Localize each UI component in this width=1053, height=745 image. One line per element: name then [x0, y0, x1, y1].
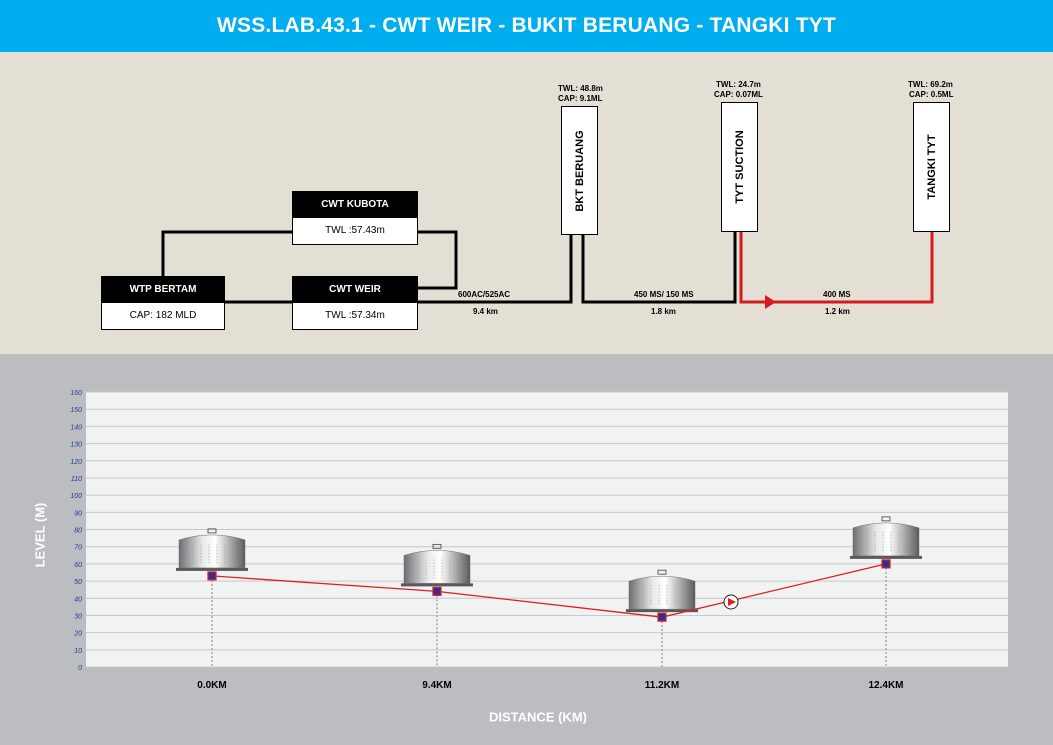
- bkt-twl: TWL: 48.8m: [558, 84, 603, 93]
- cwt-kubota-box: CWT KUBOTA TWL :57.43m: [292, 191, 418, 245]
- x-axis-title: DISTANCE (KM): [489, 709, 587, 725]
- tangki-tyt-twl: TWL: 69.2m: [908, 80, 953, 89]
- series-line: [211, 563, 887, 618]
- drop-lines: [211, 563, 887, 667]
- x-tick-label: 12.4KM: [868, 680, 903, 691]
- pipe-spec-3: 400 MS: [823, 290, 851, 299]
- tank-icon: [626, 569, 698, 613]
- y-tick-label: 120: [70, 459, 82, 466]
- pipe-pump-line: [739, 232, 934, 304]
- wtp-bertam-capacity: CAP: 182 MLD: [129, 310, 197, 321]
- tank-base: [176, 567, 248, 571]
- y-tick-label: 0: [78, 665, 82, 672]
- pipe-kubota-weir: [417, 230, 458, 290]
- x-tick-label: 11.2KM: [645, 680, 679, 691]
- cwt-kubota-name: CWT KUBOTA: [293, 192, 417, 218]
- tyt-suction-cap: CAP: 0.07ML: [714, 90, 763, 99]
- tank-icons: [176, 516, 922, 613]
- data-point: [881, 559, 891, 569]
- pipe-length-1: 9.4 km: [473, 307, 498, 316]
- y-tick-label: 60: [74, 562, 82, 569]
- tank-vent: [207, 528, 217, 534]
- tank-icon: [176, 528, 248, 571]
- tank-body: [628, 575, 696, 610]
- page-title: WSS.LAB.43.1 - CWT WEIR - BUKIT BERUANG …: [0, 0, 1053, 52]
- pipe-weir-bkt: [417, 235, 573, 304]
- tyt-suction-twl: TWL: 24.7m: [716, 80, 761, 89]
- y-tick-label: 90: [74, 510, 82, 517]
- tank-body: [178, 534, 246, 569]
- pipe-network: [161, 230, 934, 309]
- tangki-tyt-name: TANGKI TYT: [925, 134, 938, 200]
- y-tick-label: 130: [70, 442, 82, 449]
- y-tick-label: 80: [74, 528, 82, 535]
- pump-arrow: [728, 598, 736, 606]
- cwt-weir-box: CWT WEIR TWL :57.34m: [292, 276, 418, 330]
- tyt-suction-box: TYT SUCTION: [721, 102, 758, 232]
- wtp-bertam-name: WTP BERTAM: [102, 277, 224, 303]
- pipe-wtp-kubota: [161, 230, 294, 276]
- tank-body: [852, 522, 920, 557]
- tank-base: [626, 609, 698, 613]
- pipe-length-3: 1.2 km: [825, 307, 850, 316]
- y-tick-label: 10: [74, 648, 82, 655]
- cwt-weir-twl: TWL :57.34m: [325, 310, 385, 321]
- tank-base: [850, 555, 922, 559]
- data-point: [207, 571, 217, 581]
- tank-vent: [881, 516, 891, 522]
- tank-vent: [432, 543, 442, 549]
- tank-body: [403, 550, 471, 584]
- tank-icon: [401, 543, 473, 587]
- bkt-beruang-box: BKT BERUANG: [561, 106, 598, 235]
- wtp-bertam-box: WTP BERTAM CAP: 182 MLD: [101, 276, 225, 330]
- level-profile-chart: 0 10 20 30 40 50 60 70 80 90 100 110 120 130 140 150 160…: [70, 390, 1008, 691]
- data-point: [432, 586, 442, 596]
- y-tick-label: 150: [70, 407, 82, 414]
- cwt-weir-name: CWT WEIR: [293, 277, 417, 303]
- y-tick-label: 20: [73, 631, 82, 638]
- bkt-cap: CAP: 9.1ML: [558, 94, 603, 103]
- pipe-spec-1: 600AC/525AC: [458, 290, 511, 299]
- y-axis-ticks: 0 10 20 30 40 50 60 70 80 90 100 110 120 130 140 150 160: [70, 390, 82, 672]
- y-tick-label: 40: [74, 596, 82, 603]
- pipe-spec-2: 450 MS/ 150 MS: [634, 290, 694, 299]
- y-tick-label: 70: [74, 545, 82, 552]
- tank-icon: [850, 516, 922, 559]
- cwt-kubota-twl: TWL :57.43m: [325, 225, 385, 236]
- pump-icon: [723, 594, 739, 610]
- y-tick-label: 110: [71, 476, 82, 483]
- tank-vent: [657, 569, 667, 575]
- pipe-bkt-tyt: [581, 232, 737, 304]
- y-axis-title: LEVEL (M): [32, 502, 48, 568]
- data-point: [657, 612, 667, 622]
- tangki-tyt-cap: CAP: 0.5ML: [909, 90, 954, 99]
- tangki-tyt-box: TANGKI TYT: [913, 102, 950, 232]
- y-tick-label: 140: [70, 424, 82, 431]
- x-tick-label: 9.4KM: [422, 680, 451, 691]
- x-tick-label: 0.0KM: [197, 680, 226, 691]
- grid-lines: [86, 391, 1008, 668]
- y-tick-label: 160: [70, 390, 82, 397]
- y-tick-label: 50: [74, 579, 82, 586]
- y-tick-label: 30: [74, 613, 82, 620]
- tyt-suction-name: TYT SUCTION: [733, 130, 746, 204]
- pipe-length-2: 1.8 km: [651, 307, 676, 316]
- tank-base: [401, 583, 473, 587]
- pump-arrow-icon: [765, 295, 776, 309]
- x-axis-ticks: 0.0KM 9.4KM 11.2KM 12.4KM: [197, 680, 903, 691]
- y-tick-label: 100: [70, 493, 82, 500]
- level-series: [207, 559, 891, 622]
- bkt-beruang-name: BKT BERUANG: [573, 129, 586, 212]
